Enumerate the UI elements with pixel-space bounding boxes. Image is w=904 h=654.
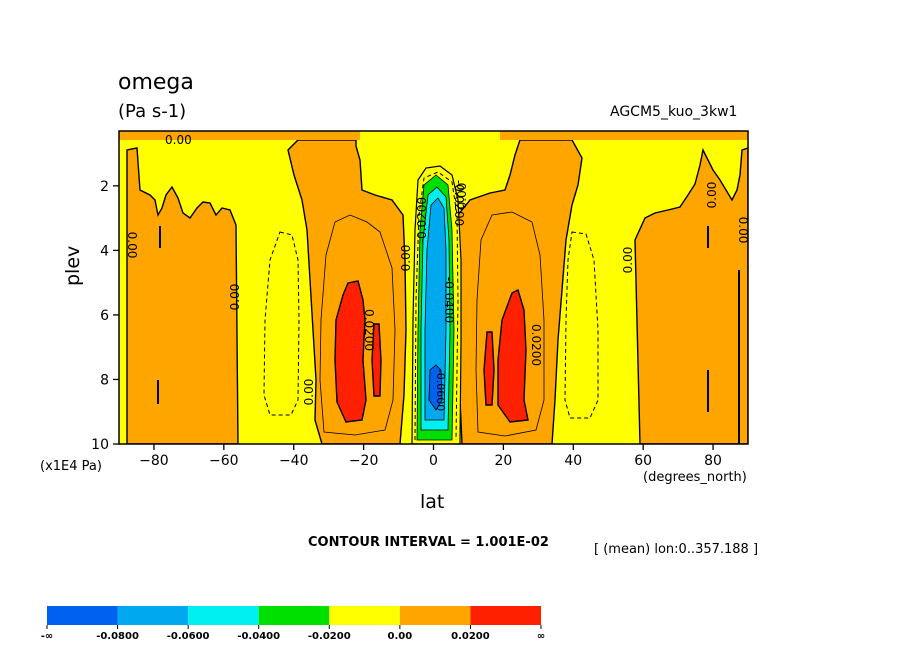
colorbar-label-7: ∞ xyxy=(537,631,545,642)
colorbar-label-5: 0.00 xyxy=(388,631,413,642)
dataset-name: AGCM5_kuo_3kw1 xyxy=(610,104,738,120)
chart-units: (Pa s-1) xyxy=(118,101,187,122)
dashed-contour-south xyxy=(263,231,300,416)
mean-note: [ (mean) lon:0..357.188 ] xyxy=(594,542,759,557)
x-tick-label-8: 80 xyxy=(704,453,722,469)
x-tick-label-1: −60 xyxy=(209,453,239,469)
y-tick-label-0: 2 xyxy=(100,179,109,195)
red-core-north-small xyxy=(483,331,495,406)
chart-title: omega xyxy=(118,70,194,95)
colorbar-swatch-4 xyxy=(329,606,400,625)
dashed-contour-eq-1 xyxy=(414,171,459,441)
contour-label-10: 0.00 xyxy=(455,183,469,210)
colorbar-label-6: 0.0200 xyxy=(451,631,490,642)
colorbar-swatch-0 xyxy=(47,606,118,625)
thin-contour-north xyxy=(475,211,545,437)
x-tick-label-2: −40 xyxy=(279,453,309,469)
y-axis-units: (x1E4 Pa) xyxy=(40,459,102,474)
contour-label-7: -0.0200 xyxy=(415,197,429,243)
colorbar-swatch-1 xyxy=(117,606,189,625)
x-tick-label-5: 20 xyxy=(494,453,512,469)
y-tick-label-1: 4 xyxy=(100,243,109,259)
contour-label-14: 0.00 xyxy=(736,217,750,244)
colorbar: -∞ -0.0800 -0.0600 -0.0400 -0.0200 0.00 0.0200… xyxy=(41,606,545,642)
x-tick-label-3: −20 xyxy=(349,453,379,469)
x-tick-label-0: −80 xyxy=(139,453,169,469)
contour-label-0: 0.00 xyxy=(165,133,192,147)
colorbar-label-2: -0.0600 xyxy=(167,631,210,642)
colorbar-label-3: -0.0400 xyxy=(237,631,280,642)
contour-label-12: 0.00 xyxy=(621,247,635,274)
red-core-south xyxy=(334,280,367,423)
y-tick-label-2: 6 xyxy=(100,308,109,324)
thin-contour-south xyxy=(319,214,396,436)
colorbar-swatch-5 xyxy=(399,606,471,625)
x-ticks: −80 −60 −40 −20 0 20 40 60 80 xyxy=(139,444,722,469)
colorbar-swatch-3 xyxy=(258,606,330,625)
contour-label-1: 0.00 xyxy=(125,232,139,259)
red-core-south-small xyxy=(371,323,382,397)
colorbar-label-4: -0.0200 xyxy=(308,631,351,642)
x-tick-label-4: 0 xyxy=(429,453,438,469)
contour-label-2: 0.00 xyxy=(228,284,242,311)
y-ticks: 2 4 6 8 10 xyxy=(91,179,119,453)
contour-label-8: -0.0400 xyxy=(442,277,456,323)
contour-label-11: 0.0200 xyxy=(529,324,543,366)
orange-region-far-south xyxy=(126,147,239,444)
colorbar-swatch-6 xyxy=(470,606,541,625)
dashed-contour-north xyxy=(564,231,599,419)
contour-label-6: -0.0200 xyxy=(452,180,466,226)
blue-core xyxy=(428,364,443,411)
x-axis-label: lat xyxy=(420,491,445,513)
contour-label-4: 0.0200 xyxy=(362,309,376,351)
colorbar-label-1: -0.0800 xyxy=(96,631,139,642)
orange-region-far-north xyxy=(634,147,748,444)
light-blue-core xyxy=(424,197,447,421)
colorbar-label-0: -∞ xyxy=(41,631,53,642)
x-axis-units: (degrees_north) xyxy=(643,470,747,485)
colorbar-swatch-2 xyxy=(188,606,259,625)
red-core-north xyxy=(497,289,529,423)
x-tick-label-6: 40 xyxy=(564,453,582,469)
x-tick-label-7: 60 xyxy=(634,453,652,469)
contour-label-5: 0.00 xyxy=(399,245,413,272)
contour-interval: CONTOUR INTERVAL = 1.001E-02 xyxy=(308,535,549,550)
contour-label-9: -0.0600 xyxy=(434,369,447,411)
contour-label-13: 0.00 xyxy=(705,182,719,209)
y-tick-label-3: 8 xyxy=(100,372,109,388)
contour-label-3: 0.00 xyxy=(302,379,316,406)
y-tick-label-4: 10 xyxy=(91,437,109,453)
